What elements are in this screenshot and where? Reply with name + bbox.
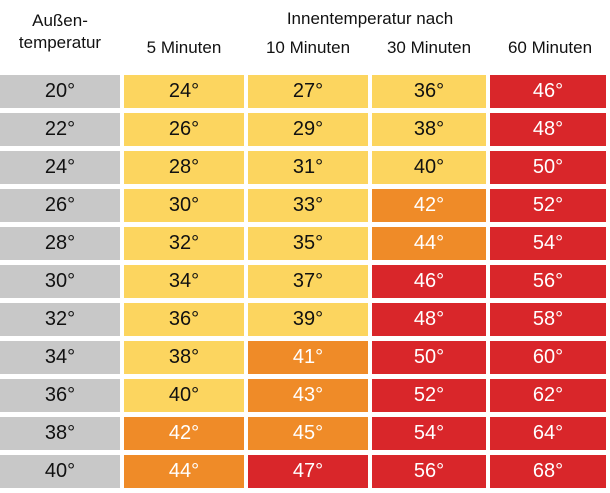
inside-temperature-cell: 56° [490, 265, 606, 298]
inside-temperature-cell: 44° [124, 455, 244, 488]
inside-temperature-cell: 27° [248, 75, 368, 108]
inside-temperature-cell: 44° [372, 227, 486, 260]
inside-temperature-cell: 50° [490, 151, 606, 184]
table-row: 40° 44° 47° 56° 68° [0, 455, 606, 488]
outside-temperature-cell: 38° [0, 417, 120, 450]
inside-temperature-cell: 33° [248, 189, 368, 222]
inside-temperature-cell: 28° [124, 151, 244, 184]
inside-temperature-cell: 48° [372, 303, 486, 336]
table-row: 30° 34° 37° 46° 56° [0, 265, 606, 298]
inside-temperature-cell: 37° [248, 265, 368, 298]
inside-temperature-cell: 58° [490, 303, 606, 336]
inside-temperature-cell: 24° [124, 75, 244, 108]
inside-temperature-cell: 68° [490, 455, 606, 488]
inside-temperature-cell: 46° [490, 75, 606, 108]
table-row: 32° 36° 39° 48° 58° [0, 303, 606, 336]
inside-temperature-cell: 48° [490, 113, 606, 146]
inside-temperature-cell: 54° [372, 417, 486, 450]
inside-temperature-cell: 39° [248, 303, 368, 336]
column-header-60-min: 60 Minuten [507, 38, 593, 57]
outside-temperature-cell: 34° [0, 341, 120, 374]
inside-temperature-cell: 30° [124, 189, 244, 222]
inside-temperature-cell: 36° [372, 75, 486, 108]
inside-temperature-cell: 26° [124, 113, 244, 146]
outside-temperature-cell: 22° [0, 113, 120, 146]
table-row: 34° 38° 41° 50° 60° [0, 341, 606, 374]
inside-temperature-cell: 42° [372, 189, 486, 222]
table-row: 20° 24° 27° 36° 46° [0, 75, 606, 108]
inside-temperature-cell: 47° [248, 455, 368, 488]
inside-temperature-cell: 43° [248, 379, 368, 412]
temperature-table-body: 20° 24° 27° 36° 46° 22° 26° 29° 38° 48° 24° 28° 31° 4… [0, 75, 606, 488]
inside-temperature-cell: 56° [372, 455, 486, 488]
inside-temperature-cell: 52° [490, 189, 606, 222]
table-row: 22° 26° 29° 38° 48° [0, 113, 606, 146]
inside-temperature-cell: 35° [248, 227, 368, 260]
table-row: 38° 42° 45° 54° 64° [0, 417, 606, 450]
outside-temperature-cell: 20° [0, 75, 120, 108]
outside-temperature-cell: 32° [0, 303, 120, 336]
inside-temperature-cell: 38° [124, 341, 244, 374]
inside-temperature-cell: 45° [248, 417, 368, 450]
inside-temperature-cell: 40° [372, 151, 486, 184]
inside-temperature-cell: 46° [372, 265, 486, 298]
inside-temperature-cell: 62° [490, 379, 606, 412]
outside-temperature-cell: 30° [0, 265, 120, 298]
inside-temperature-cell: 31° [248, 151, 368, 184]
outside-temperature-cell: 36° [0, 379, 120, 412]
temperature-table: 20° 24° 27° 36° 46° 22° 26° 29° 38° 48° 24° 28° 31° 4… [0, 70, 610, 493]
inside-temperature-cell: 34° [124, 265, 244, 298]
inside-temperature-cell: 54° [490, 227, 606, 260]
table-row: 26° 30° 33° 42° 52° [0, 189, 606, 222]
outside-temperature-cell: 28° [0, 227, 120, 260]
inside-temperature-cell: 52° [372, 379, 486, 412]
inside-temperature-cell: 32° [124, 227, 244, 260]
outside-temperature-header-line1: Außen- [32, 11, 88, 30]
table-header: Außen- temperatur Innentemperatur nach 5… [0, 0, 610, 70]
inside-temperature-cell: 41° [248, 341, 368, 374]
column-header-5-min: 5 Minuten [146, 38, 222, 57]
inside-temperature-group-header: Innentemperatur nach [286, 9, 454, 28]
inside-temperature-cell: 29° [248, 113, 368, 146]
inside-temperature-cell: 36° [124, 303, 244, 336]
outside-temperature-cell: 24° [0, 151, 120, 184]
inside-temperature-cell: 38° [372, 113, 486, 146]
inside-temperature-cell: 42° [124, 417, 244, 450]
table-row: 24° 28° 31° 40° 50° [0, 151, 606, 184]
outside-temperature-cell: 26° [0, 189, 120, 222]
inside-temperature-cell: 40° [124, 379, 244, 412]
column-header-10-min: 10 Minuten [265, 38, 351, 57]
inside-temperature-cell: 60° [490, 341, 606, 374]
table-row: 36° 40° 43° 52° 62° [0, 379, 606, 412]
inside-temperature-cell: 64° [490, 417, 606, 450]
column-header-30-min: 30 Minuten [386, 38, 472, 57]
outside-temperature-header: Außen- temperatur [0, 10, 120, 54]
outside-temperature-header-line2: temperatur [18, 33, 102, 52]
table-row: 28° 32° 35° 44° 54° [0, 227, 606, 260]
outside-temperature-cell: 40° [0, 455, 120, 488]
inside-temperature-cell: 50° [372, 341, 486, 374]
